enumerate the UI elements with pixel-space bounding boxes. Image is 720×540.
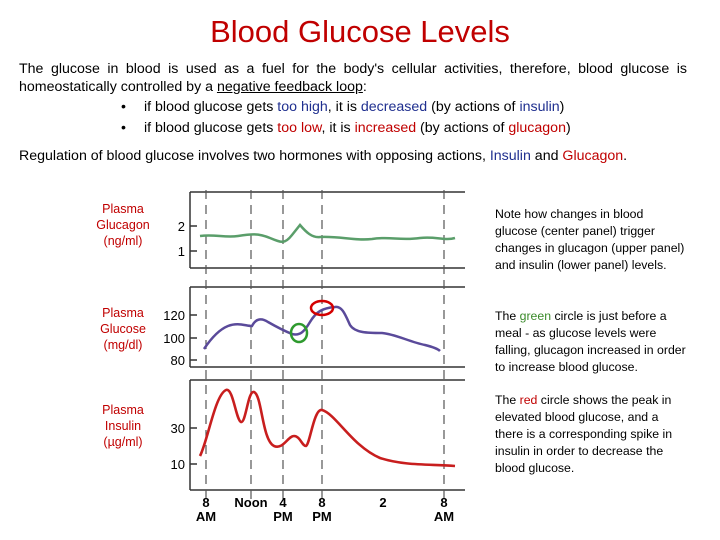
intro-text: The glucose in blood is used as a fuel f… xyxy=(19,61,687,95)
glucose-tick-120: 120 xyxy=(163,308,185,323)
x-tick-top: 8 xyxy=(440,495,447,510)
intro-paragraph: The glucose in blood is used as a fuel f… xyxy=(19,60,687,96)
note-green-circle: The green circle is just before a meal -… xyxy=(495,309,686,374)
bullet-marker: • xyxy=(121,120,126,136)
glucose-curve xyxy=(202,305,441,352)
bullet-marker: • xyxy=(121,99,126,115)
x-tick-bottom: AM xyxy=(196,509,216,524)
glucose-tick-100: 100 xyxy=(163,331,185,346)
x-axis-labels: 8 AM Noon 4 PM 8 PM 2 8 AM xyxy=(196,495,454,524)
x-tick-top: Noon xyxy=(234,495,267,510)
red-circle-marker xyxy=(309,299,335,317)
glucagon-tick-1: 1 xyxy=(178,244,185,259)
insulin-tick-30: 30 xyxy=(171,421,185,436)
x-tick-top: 8 xyxy=(202,495,209,510)
green-circle-marker xyxy=(289,322,309,344)
glucose-panel-frame xyxy=(189,286,465,368)
insulin-tick-10: 10 xyxy=(171,457,185,472)
x-tick-bottom: AM xyxy=(434,509,454,524)
glucose-tick-80: 80 xyxy=(171,353,185,368)
bullet-text: if blood glucose gets too high, it is de… xyxy=(144,99,565,115)
page-title: Blood Glucose Levels xyxy=(210,14,510,49)
intro-colon: : xyxy=(362,79,367,95)
negative-feedback-loop-term: negative feedback loop xyxy=(216,79,363,95)
insulin-panel-label: Plasma Insulin (µg/ml) xyxy=(102,403,144,449)
x-tick-bottom: PM xyxy=(273,509,293,524)
insulin-panel-frame xyxy=(189,379,465,491)
x-tick-top: 4 xyxy=(279,495,287,510)
note-red-circle: The red circle shows the peak in elevate… xyxy=(495,393,673,475)
glucose-panel-label: Plasma Glucose (mg/dl) xyxy=(100,306,146,352)
x-tick-top: 2 xyxy=(379,495,386,510)
x-tick-top: 8 xyxy=(318,495,325,510)
y-axis-ticks xyxy=(190,225,197,465)
bullet-text: if blood glucose gets too low, it is inc… xyxy=(144,120,571,136)
glucagon-panel-frame xyxy=(189,191,465,269)
glucagon-panel-label: Plasma Glucagon (ng/ml) xyxy=(96,202,150,248)
insulin-curve xyxy=(198,388,456,468)
note-changes: Note how changes in blood glucose (cente… xyxy=(495,207,685,272)
glucagon-term: Glucagon xyxy=(562,148,624,164)
bullet-too-low: • if blood glucose gets too low, it is i… xyxy=(19,118,699,139)
bullet-list: • if blood glucose gets too high, it is … xyxy=(19,97,699,139)
glucagon-curve xyxy=(199,223,456,243)
regulation-sentence: Regulation of blood glucose involves two… xyxy=(19,148,628,164)
insulin-term: Insulin xyxy=(489,148,531,164)
glucagon-tick-2: 2 xyxy=(178,219,185,234)
bullet-too-high: • if blood glucose gets too high, it is … xyxy=(19,97,699,118)
x-tick-bottom: PM xyxy=(312,509,332,524)
